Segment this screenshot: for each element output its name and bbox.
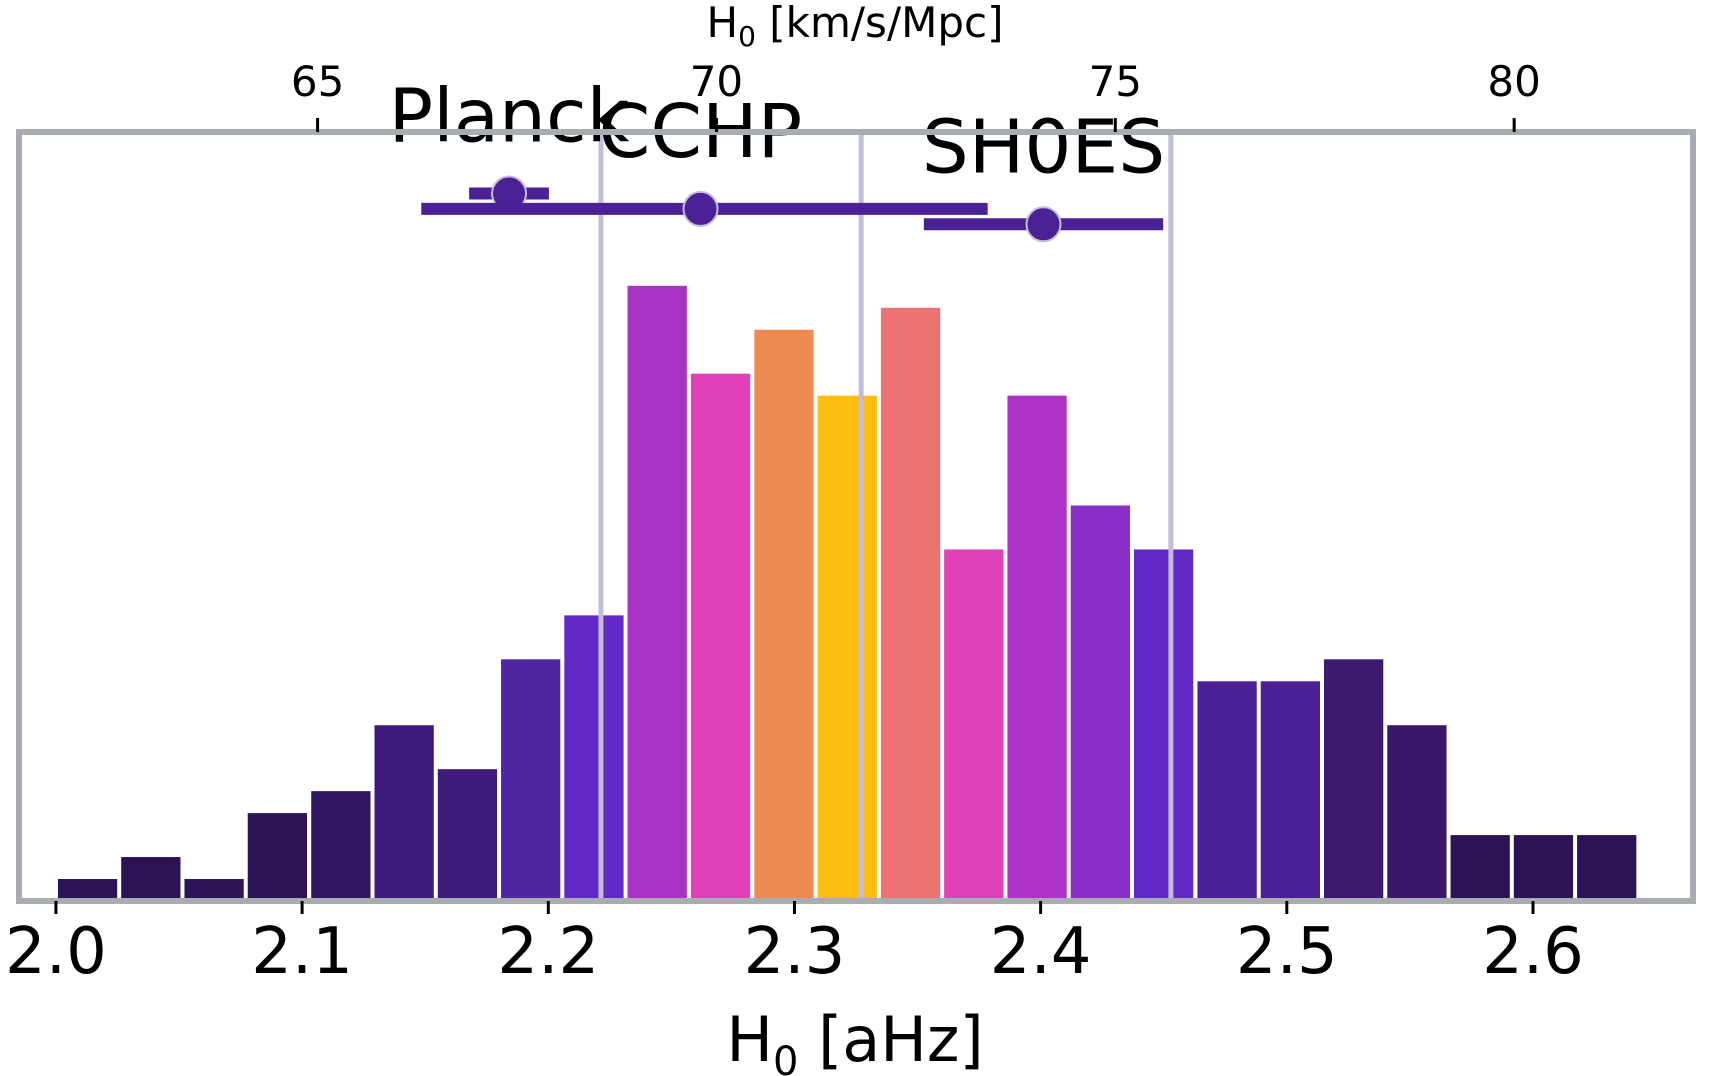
x-tick-label-4: 2.4 [990,915,1092,989]
x-tick-label-1: 2.1 [251,915,353,989]
histogram-bar-13 [880,307,941,901]
histogram-bar-12 [817,395,877,901]
top-tick-label-0: 65 [291,57,344,106]
histogram-bar-15 [1007,395,1067,901]
histogram-bar-4 [311,791,371,901]
histogram-bar-9 [627,285,687,901]
planck-label: Planck [389,74,630,160]
cchp-point [682,190,719,227]
plot-frame [16,129,1696,904]
range-lines [598,132,1174,901]
histogram-bar-24 [1577,835,1637,901]
top-tick-label-1: 70 [690,57,743,106]
sh0es-point [1025,206,1062,243]
x-tick-label-5: 2.5 [1236,915,1338,989]
histogram-bar-5 [374,725,434,901]
top-axis: 65 70 75 80 [291,57,1541,132]
histogram-bar-2 [184,879,244,901]
histogram-bar-19 [1260,681,1321,901]
histogram-bar-21 [1387,725,1447,901]
histogram-bar-10 [690,373,751,902]
histogram-bar-23 [1513,835,1574,901]
histogram-bar-11 [754,329,814,901]
x-tick-label-3: 2.3 [744,915,846,989]
x-axis-label: H0 [aHz] [726,1003,983,1076]
histogram-bar-8 [564,615,624,901]
sh0es-label: SH0ES [922,104,1165,190]
x-tick-label-6: 2.6 [1482,915,1584,989]
histogram-bar-20 [1324,659,1384,901]
histogram-bar-22 [1450,835,1510,901]
top-tick-label-2: 75 [1089,57,1142,106]
histogram-bar-16 [1070,505,1130,901]
bottom-axis: 2.0 2.1 2.2 2.3 2.4 2.5 2.6 [5,901,1584,989]
histogram-bar-17 [1133,549,1194,901]
histogram-bar-0 [57,879,118,901]
histogram-bars [57,285,1637,902]
histogram-bar-3 [247,813,307,901]
x-tick-label-0: 2.0 [5,915,107,989]
x-tick-label-2: 2.2 [497,915,599,989]
histogram-bar-18 [1197,681,1257,901]
histogram-bar-7 [501,659,561,901]
top-axis-label: H0 [km/s/Mpc] [707,0,1004,53]
histogram-bar-6 [437,769,498,901]
histogram-bar-14 [944,549,1004,901]
histogram-bar-1 [121,857,181,901]
top-tick-label-3: 80 [1487,57,1540,106]
